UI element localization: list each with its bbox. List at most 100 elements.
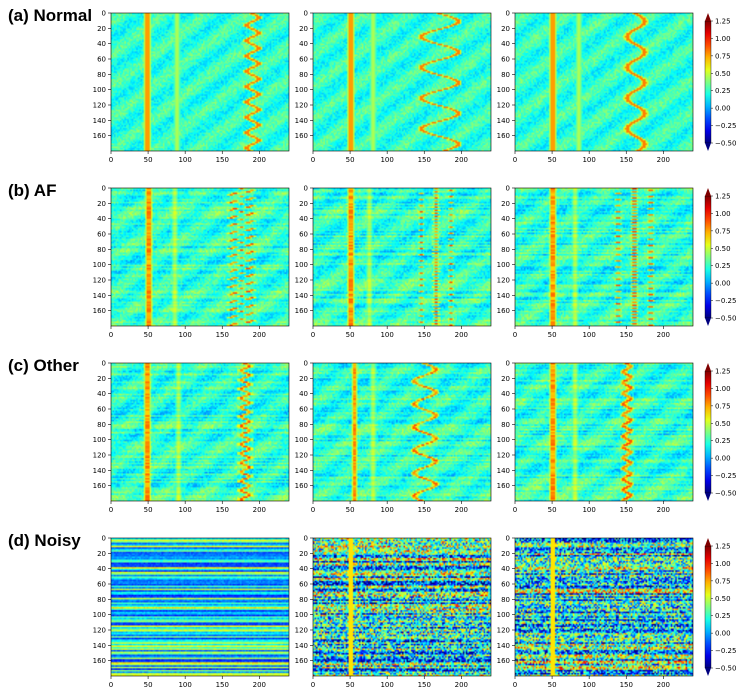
heatmap-panel: 0 50 100 150 200 0 20 40 60 80 100 120 140 160	[497, 10, 694, 164]
heatmap-image	[515, 13, 693, 151]
y-tick-label: 80	[299, 71, 308, 79]
y-tick-label: 80	[97, 596, 106, 604]
colorbar-tick-label: 1.25	[715, 18, 731, 26]
panel-frame	[110, 537, 290, 677]
panel-frame	[514, 362, 694, 502]
y-tick-label: 20	[97, 25, 106, 33]
x-tick-label: 200	[455, 506, 468, 514]
y-tick-label: 0	[102, 10, 106, 18]
colorbar-tick-label: 0.25	[715, 262, 731, 270]
y-tick-label: 140	[93, 117, 106, 125]
heatmap-panel: 0 50 100 150 200 0 20 40 60 80 100 120 140 160	[497, 185, 694, 339]
x-tick-label: 0	[513, 331, 517, 339]
colorbar-extend-top	[705, 188, 711, 196]
heatmap-panel: 0 50 100 150 200 0 20 40 60 80 100 120 140 160	[295, 185, 492, 339]
y-tick-label: 0	[506, 10, 510, 18]
x-tick-label: 0	[109, 331, 113, 339]
x-tick-label: 100	[582, 331, 595, 339]
x-tick-label: 50	[548, 506, 557, 514]
x-tick-label: 50	[144, 681, 153, 689]
x-tick-label: 0	[513, 156, 517, 164]
colorbar-tick-label: 0.50	[715, 245, 731, 253]
x-tick-label: 200	[657, 156, 670, 164]
y-tick-label: 120	[497, 102, 510, 110]
x-tick-label: 50	[548, 681, 557, 689]
y-tick-label: 120	[93, 627, 106, 635]
y-tick-label: 60	[501, 231, 510, 239]
y-tick-label: 140	[497, 117, 510, 125]
x-tick-label: 50	[144, 331, 153, 339]
x-tick-label: 0	[311, 681, 315, 689]
colorbar-extend-bottom	[705, 143, 711, 151]
colorbar-tick-label: 0.75	[715, 402, 731, 410]
colorbar-body	[704, 545, 712, 669]
x-tick-label: 50	[144, 156, 153, 164]
row-label-af: (b) AF	[8, 181, 57, 200]
heatmap-panel: 0 50 100 150 200 0 20 40 60 80 100 120 140 160	[497, 360, 694, 514]
x-tick-label: 100	[178, 156, 191, 164]
colorbar: −0.50 −0.25 0.00 0.25 0.50 0.75 1.00 1.25	[704, 363, 736, 501]
panel-frame	[514, 187, 694, 327]
heatmap-panel: 0 50 100 150 200 0 20 40 60 80 100 120 140 160	[497, 535, 694, 689]
y-tick-label: 20	[299, 200, 308, 208]
y-tick-label: 160	[93, 132, 106, 140]
colorbar-tick-label: −0.50	[715, 140, 736, 148]
x-tick-label: 150	[216, 681, 229, 689]
x-tick-label: 50	[346, 506, 355, 514]
x-tick-label: 150	[216, 331, 229, 339]
y-tick-label: 40	[97, 40, 106, 48]
x-tick-label: 150	[216, 156, 229, 164]
y-tick-label: 120	[93, 452, 106, 460]
x-tick-label: 50	[548, 156, 557, 164]
y-tick-label: 100	[295, 436, 308, 444]
colorbar-tick-label: 0.25	[715, 437, 731, 445]
y-tick-label: 60	[299, 581, 308, 589]
y-tick-label: 0	[102, 185, 106, 193]
x-tick-label: 50	[144, 506, 153, 514]
heatmap-image	[313, 188, 491, 326]
heatmap-panel: 0 50 100 150 200 0 20 40 60 80 100 120 140 160	[93, 360, 290, 514]
y-tick-label: 20	[501, 550, 510, 558]
colorbar-tick-label: −0.25	[715, 472, 736, 480]
colorbar-tick-label: 0.25	[715, 87, 731, 95]
y-tick-label: 140	[93, 292, 106, 300]
y-tick-label: 60	[299, 231, 308, 239]
x-tick-label: 100	[380, 506, 393, 514]
y-tick-label: 100	[497, 436, 510, 444]
y-tick-label: 20	[97, 200, 106, 208]
y-tick-label: 40	[501, 40, 510, 48]
heatmap-panel: 0 50 100 150 200 0 20 40 60 80 100 120 140 160	[295, 535, 492, 689]
x-tick-label: 150	[620, 681, 633, 689]
colorbar: −0.50 −0.25 0.00 0.25 0.50 0.75 1.00 1.25	[704, 538, 736, 676]
y-tick-label: 40	[97, 565, 106, 573]
y-tick-label: 140	[295, 467, 308, 475]
y-tick-label: 160	[497, 657, 510, 665]
colorbar-body	[704, 195, 712, 319]
x-tick-label: 200	[455, 681, 468, 689]
y-tick-label: 60	[299, 56, 308, 64]
y-tick-label: 40	[299, 390, 308, 398]
x-tick-label: 100	[178, 506, 191, 514]
colorbar-tick-label: 0.75	[715, 577, 731, 585]
heatmap-image	[111, 188, 289, 326]
y-tick-label: 0	[304, 360, 308, 368]
y-tick-label: 40	[97, 215, 106, 223]
y-tick-label: 160	[497, 482, 510, 490]
y-tick-label: 140	[497, 292, 510, 300]
y-tick-label: 0	[506, 360, 510, 368]
colorbar-tick-label: 0.50	[715, 420, 731, 428]
x-tick-label: 200	[455, 331, 468, 339]
heatmap-panel: 0 50 100 150 200 0 20 40 60 80 100 120 140 160	[93, 535, 290, 689]
y-tick-label: 20	[97, 375, 106, 383]
panel-frame	[312, 537, 492, 677]
y-tick-label: 20	[97, 550, 106, 558]
x-tick-label: 100	[380, 156, 393, 164]
y-tick-label: 60	[97, 406, 106, 414]
y-tick-label: 160	[497, 307, 510, 315]
x-tick-label: 150	[620, 506, 633, 514]
colorbar-tick-label: 1.00	[715, 560, 731, 568]
heatmap-image	[515, 188, 693, 326]
colorbar-extend-bottom	[705, 318, 711, 326]
colorbar-tick-label: 0.00	[715, 280, 731, 288]
